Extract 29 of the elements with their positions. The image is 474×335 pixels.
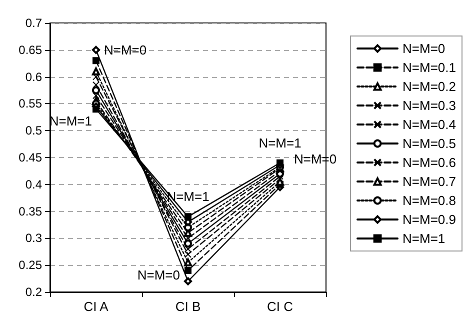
legend-label: N=M=0.8 [402,193,456,208]
x-tick-label: CI B [175,299,201,314]
x-tick-label: CI C [267,299,293,314]
legend-label: N=M=0.6 [402,155,456,170]
x-tick-label: CI A [84,299,109,314]
legend-label: N=M=1 [402,231,446,246]
legend-label: N=M=0.5 [402,136,456,151]
legend-label: N=M=0.1 [402,60,456,75]
y-tick-label: 0.7 [25,16,42,30]
y-tick-label: 0.35 [18,204,42,218]
legend-label: N=M=0.3 [402,98,456,113]
annotation: N=M=0 [104,42,147,58]
y-tick-label: 0.55 [18,96,42,111]
y-tick-label: 0.6 [25,70,42,84]
y-tick-label: 0.5 [25,124,42,138]
annotation: N=M=0 [137,268,180,283]
annotation: N=M=1 [49,114,92,129]
annotation: N=M=1 [258,135,302,150]
y-tick-label: 0.45 [18,150,42,164]
legend-label: N=M=0.7 [402,174,456,189]
y-tick-label: 0.65 [18,42,42,57]
y-tick-label: 0.2 [25,285,42,299]
y-tick-label: 0.3 [25,231,42,246]
legend-label: N=M=0.4 [402,117,456,132]
legend-label: N=M=0.2 [402,79,456,94]
y-tick-label: 0.4 [25,177,42,192]
legend-label: N=M=0.9 [402,212,456,227]
legend-label: N=M=0 [402,41,446,56]
y-tick-label: 0.25 [18,258,42,272]
